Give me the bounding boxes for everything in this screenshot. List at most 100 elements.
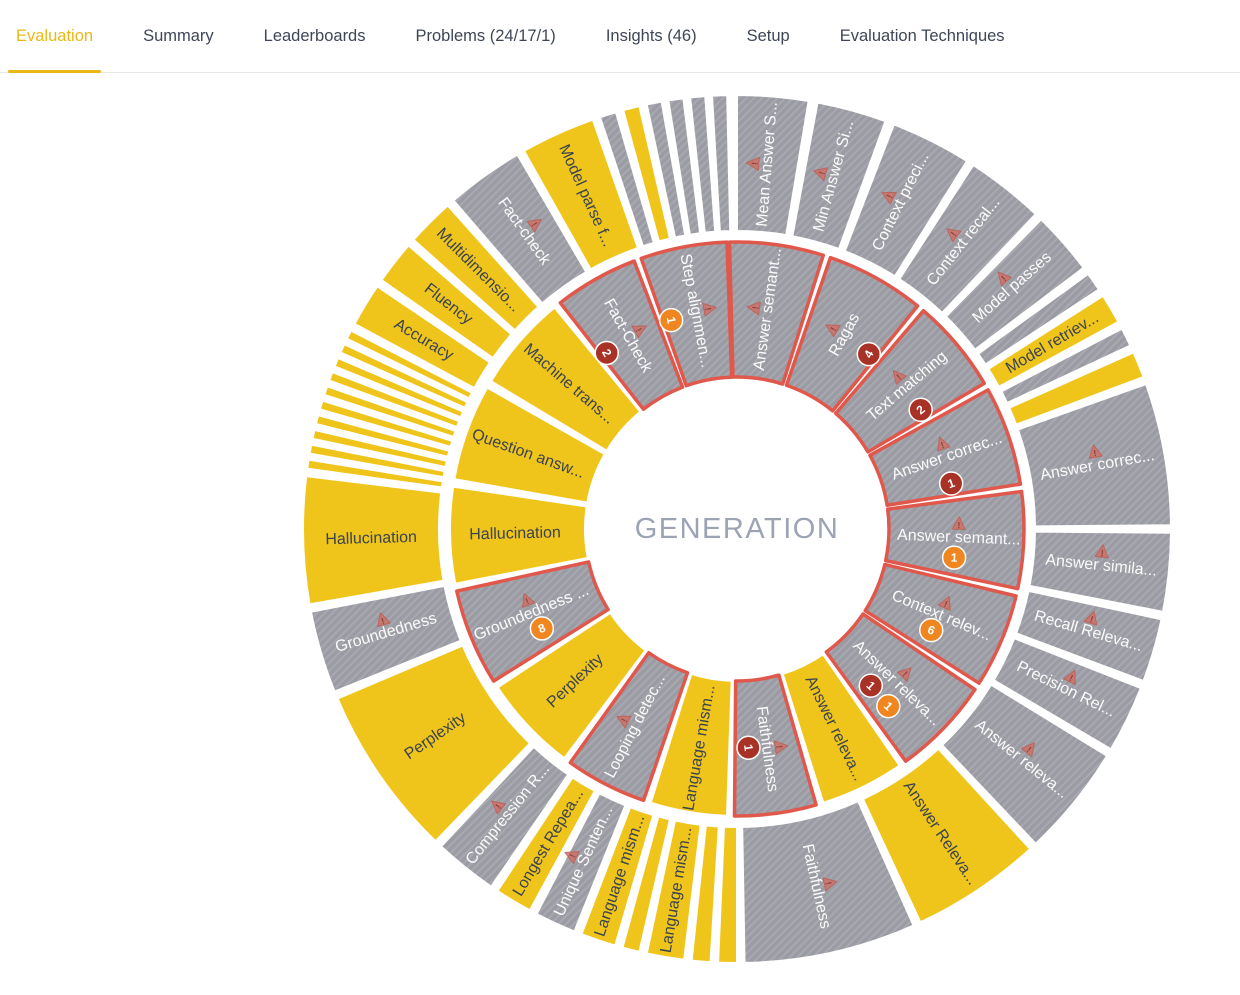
outer-segment-answer-releva[interactable] bbox=[941, 683, 1109, 845]
svg-text:1: 1 bbox=[951, 550, 959, 564]
outer-segment-perplexity[interactable] bbox=[336, 644, 531, 843]
issue-badge: 1 bbox=[736, 735, 761, 760]
warning-icon: ! bbox=[822, 877, 838, 892]
svg-text:!: ! bbox=[828, 325, 838, 332]
tab-setup[interactable]: Setup bbox=[747, 0, 790, 72]
inner-segment-hallucination[interactable] bbox=[449, 485, 589, 585]
inner-segment-language-mism[interactable] bbox=[649, 672, 733, 817]
warning-icon: ! bbox=[631, 325, 647, 339]
chart-center-label: GENERATION bbox=[635, 513, 840, 545]
outer-segment-min-answer-si[interactable] bbox=[791, 101, 887, 250]
issue-badge: 6 bbox=[919, 617, 944, 643]
svg-text:!: ! bbox=[750, 306, 760, 310]
inner-segment-text-matching[interactable] bbox=[833, 309, 987, 454]
svg-text:!: ! bbox=[939, 440, 945, 450]
outer-segment-unlabeled[interactable] bbox=[1008, 351, 1145, 426]
outer-segment-unique-senten[interactable] bbox=[535, 792, 627, 933]
outer-segment-unlabeled[interactable] bbox=[1000, 327, 1132, 405]
warning-icon: ! bbox=[745, 156, 760, 171]
outer-segment-hallucination[interactable] bbox=[302, 475, 445, 606]
inner-segment-fact-check[interactable] bbox=[558, 259, 685, 411]
outer-segment-accuracy[interactable] bbox=[353, 285, 491, 390]
warning-icon: ! bbox=[897, 667, 912, 682]
outer-segment-unlabeled[interactable] bbox=[345, 329, 473, 400]
outer-segment-unlabeled[interactable] bbox=[328, 371, 461, 429]
svg-text:1: 1 bbox=[741, 743, 756, 752]
outer-segment-compression-r[interactable] bbox=[440, 745, 570, 888]
outer-segment-unlabeled[interactable] bbox=[599, 111, 655, 248]
warning-icon: ! bbox=[1094, 544, 1109, 559]
outer-segment-unlabeled[interactable] bbox=[311, 428, 448, 469]
outer-segment-answer-simila[interactable] bbox=[1028, 530, 1172, 613]
svg-text:!: ! bbox=[619, 717, 629, 724]
outer-segment-mean-answer-s[interactable] bbox=[736, 94, 810, 237]
svg-text:!: ! bbox=[949, 230, 959, 239]
inner-segment-step-alignmen[interactable] bbox=[639, 240, 734, 388]
issue-badge: 4 bbox=[856, 341, 882, 367]
issue-badge: 8 bbox=[529, 616, 555, 641]
outer-segment-unlabeled[interactable] bbox=[333, 357, 465, 419]
outer-segment-model-passes[interactable] bbox=[944, 218, 1085, 351]
outer-segment-unlabeled[interactable] bbox=[306, 458, 444, 489]
outer-segment-unlabeled[interactable] bbox=[689, 95, 717, 234]
outer-segment-fact-check[interactable] bbox=[452, 153, 588, 305]
inner-segment-answer-semant[interactable] bbox=[883, 489, 1026, 591]
outer-segment-unlabeled[interactable] bbox=[711, 94, 732, 233]
outer-segment-unlabeled[interactable] bbox=[308, 443, 446, 479]
tab-insights[interactable]: Insights (46) bbox=[606, 0, 697, 72]
inner-segment-answer-releva[interactable] bbox=[824, 612, 977, 763]
outer-segment-multidimensio[interactable] bbox=[412, 204, 540, 332]
outer-segment-answer-releva[interactable] bbox=[861, 747, 1032, 924]
outer-segment-unlabeled[interactable] bbox=[645, 100, 687, 239]
svg-text:!: ! bbox=[1068, 673, 1075, 683]
warning-icon: ! bbox=[1088, 444, 1103, 459]
outer-segment-unlabeled[interactable] bbox=[339, 343, 469, 409]
outer-segment-unlabeled[interactable] bbox=[622, 105, 671, 243]
tab-bar: Evaluation Summary Leaderboards Problems… bbox=[0, 0, 1240, 73]
svg-text:!: ! bbox=[817, 170, 827, 176]
outer-segment-unlabeled[interactable] bbox=[318, 399, 454, 448]
issue-badge: 1 bbox=[858, 673, 884, 698]
svg-text:!: ! bbox=[1100, 548, 1104, 558]
outer-segment-recall-releva[interactable] bbox=[1015, 589, 1163, 682]
outer-segment-precision-rel[interactable] bbox=[992, 637, 1142, 751]
outer-segment-longest-repea[interactable] bbox=[496, 776, 596, 912]
outer-segment-unlabeled[interactable] bbox=[977, 272, 1100, 366]
svg-text:!: ! bbox=[380, 616, 386, 626]
outer-segment-unlabeled[interactable] bbox=[690, 824, 720, 964]
issue-badge: 2 bbox=[594, 340, 619, 366]
warning-icon: ! bbox=[1021, 742, 1035, 758]
outer-segment-language-mism[interactable] bbox=[580, 806, 655, 947]
outer-segment-unlabeled[interactable] bbox=[667, 97, 702, 236]
tab-evaluation[interactable]: Evaluation bbox=[7, 0, 102, 73]
outer-segment-context-recal[interactable] bbox=[898, 164, 1037, 314]
warning-icon: ! bbox=[526, 218, 542, 233]
outer-segment-unlabeled[interactable] bbox=[717, 825, 738, 964]
inner-segment-looping-detec[interactable] bbox=[568, 650, 690, 803]
svg-text:!: ! bbox=[894, 372, 903, 382]
tab-problems[interactable]: Problems (24/17/1) bbox=[415, 0, 555, 72]
svg-text:!: ! bbox=[957, 520, 960, 530]
inner-segment-ragas[interactable] bbox=[784, 255, 920, 413]
outer-segment-context-preci[interactable] bbox=[843, 123, 968, 278]
warning-icon: ! bbox=[1063, 669, 1076, 686]
outer-segment-unlabeled[interactable] bbox=[314, 414, 451, 458]
inner-segment-question-answ[interactable] bbox=[453, 386, 606, 504]
svg-text:!: ! bbox=[1025, 745, 1034, 755]
inner-segment-answer-semant[interactable] bbox=[727, 240, 826, 386]
outer-segment-model-retriev[interactable] bbox=[987, 294, 1120, 388]
outer-segment-unlabeled[interactable] bbox=[323, 385, 457, 438]
tab-leaderboards[interactable]: Leaderboards bbox=[264, 0, 366, 72]
tab-evaluation-techniques[interactable]: Evaluation Techniques bbox=[840, 0, 1005, 72]
tab-summary[interactable]: Summary bbox=[143, 0, 214, 72]
outer-segment-model-parse-f[interactable] bbox=[522, 118, 640, 271]
segment-label: Hallucination bbox=[325, 529, 417, 548]
svg-text:!: ! bbox=[524, 596, 531, 606]
outer-segment-fluency[interactable] bbox=[380, 244, 513, 360]
inner-segment-perplexity[interactable] bbox=[496, 611, 647, 760]
outer-segment-language-mism[interactable] bbox=[645, 819, 702, 961]
outer-segment-unlabeled[interactable] bbox=[621, 815, 671, 953]
inner-segment-answer-releva[interactable] bbox=[781, 653, 901, 804]
svg-text:!: ! bbox=[774, 745, 784, 749]
outer-segment-groundedness[interactable] bbox=[309, 584, 462, 693]
